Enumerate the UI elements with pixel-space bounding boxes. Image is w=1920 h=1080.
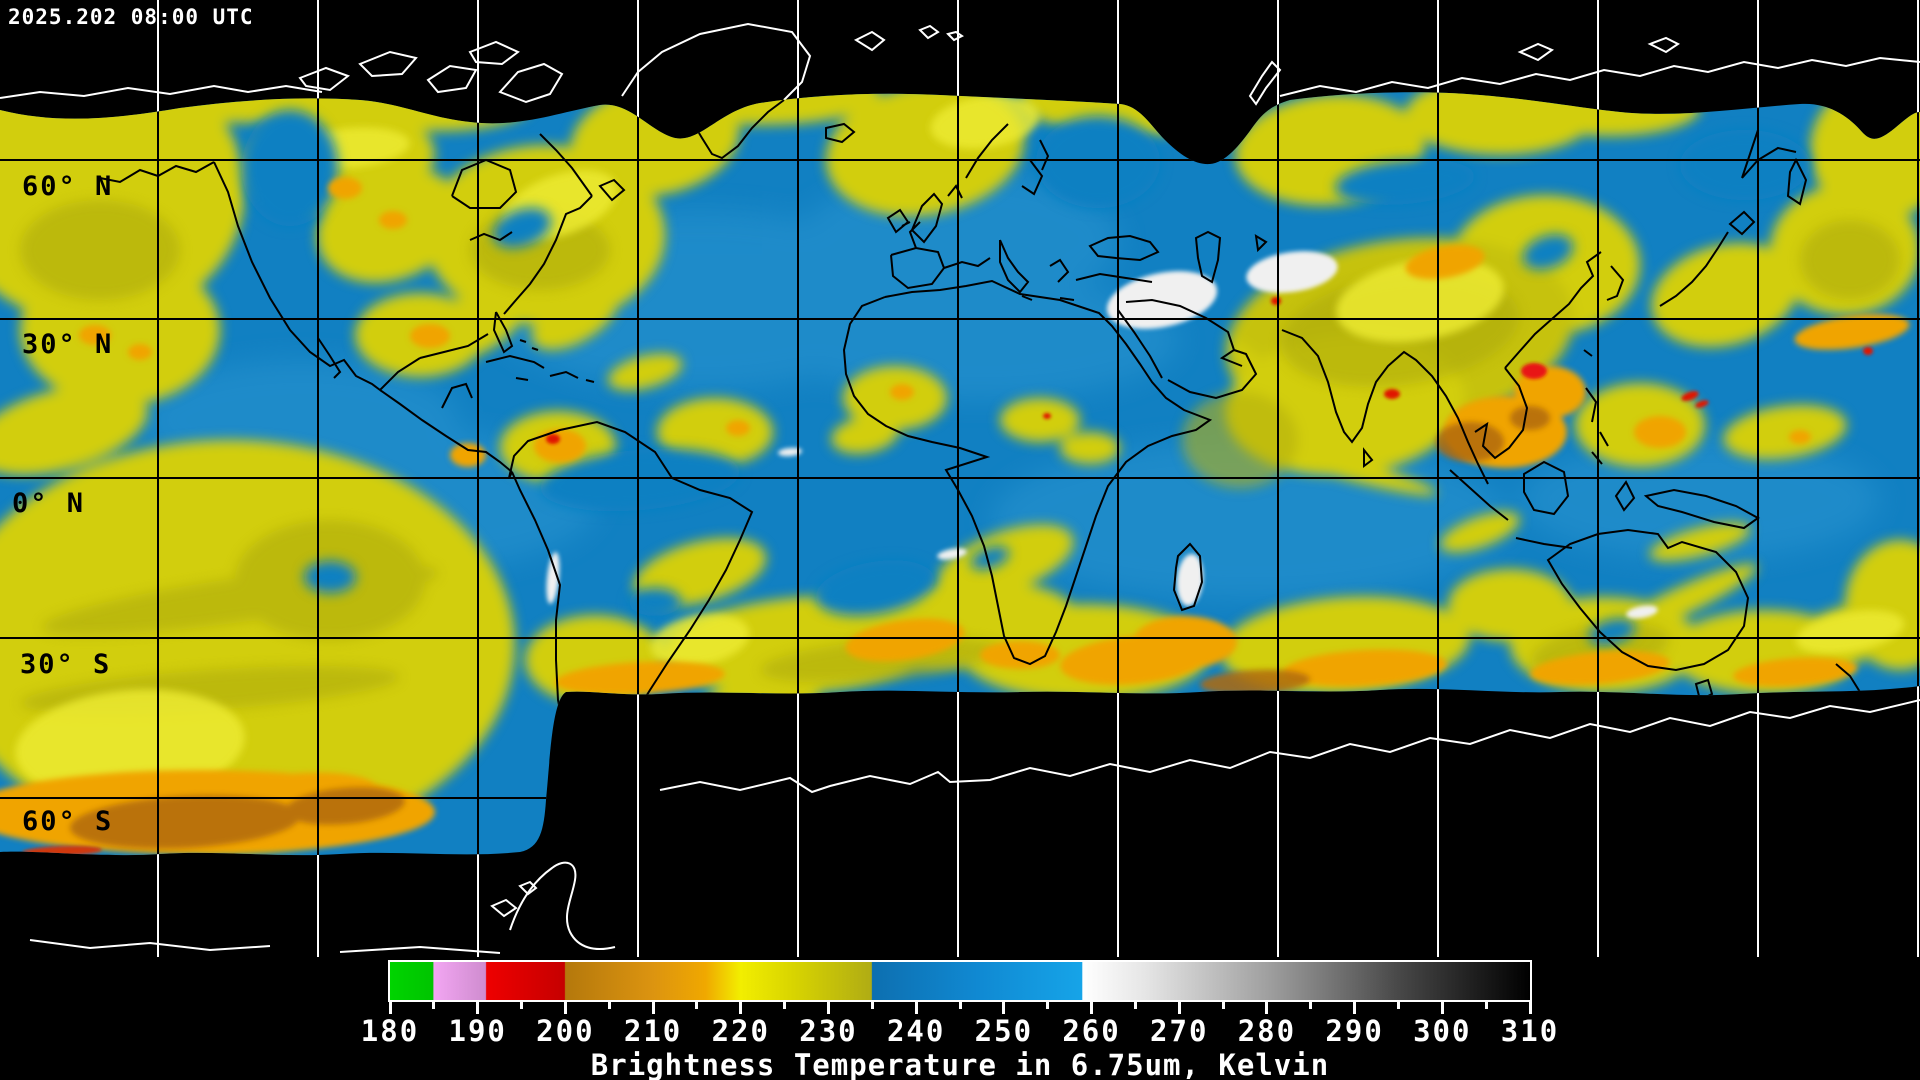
colorbar-minor-tick (1396, 1002, 1400, 1009)
latitude-label: 60° N (22, 171, 113, 202)
colorbar-major-tick (651, 1002, 655, 1014)
maritime-continent-coast (1449, 460, 1760, 549)
europe-coast (886, 123, 1153, 301)
greenland-coast-north (621, 22, 812, 101)
colorbar-major-tick (1265, 1002, 1269, 1014)
north-america-coast (99, 133, 626, 473)
colorbar-minor-tick (783, 1002, 787, 1009)
colorbar-major-tick (1177, 1002, 1181, 1014)
india-south-asia-coast (1281, 329, 1529, 485)
colorbar-minor-tick (1046, 1002, 1050, 1009)
caribbean-islands (485, 339, 595, 383)
colorbar-major-tick (476, 1002, 480, 1014)
colorbar-major-tick (563, 1002, 567, 1014)
colorbar-tick-label: 310 (1500, 1014, 1560, 1048)
colorbar-tick-label: 230 (799, 1014, 858, 1048)
antarctica-main-coast (659, 699, 1920, 794)
svalbard-islands (853, 24, 964, 52)
madagascar-coast (1172, 542, 1204, 612)
polar-coastlines (0, 22, 1920, 954)
colorbar-tick-label: 210 (623, 1014, 683, 1048)
novaya-zemlya (1248, 60, 1282, 106)
colorbar-major-tick (1090, 1002, 1094, 1014)
colorbar-tick-label: 280 (1237, 1014, 1297, 1048)
colorbar-gradient (390, 962, 1530, 1000)
colorbar-minor-tick (1484, 1002, 1488, 1009)
australia-coast (1546, 528, 1750, 702)
latitude-labels: 60° N 30° N 0° N 30° S 60° S (12, 171, 113, 837)
arctic-islands-east (1517, 36, 1680, 62)
colorbar-minor-tick (607, 1002, 611, 1009)
colorbar-tick-label: 190 (448, 1014, 507, 1048)
arabia-coast (1125, 298, 1258, 400)
colorbar-minor-tick (1221, 1002, 1225, 1009)
colorbar-tick-label: 180 (360, 1014, 420, 1048)
cold-cloud-tops-deep-orange (70, 406, 1550, 849)
iceland-coast (825, 122, 856, 144)
antarctica-coast-fragments-left (29, 939, 501, 954)
canadian-arctic-islands (298, 40, 564, 104)
antarctic-islands (490, 880, 538, 918)
colorbar-tick-label: 240 (886, 1014, 946, 1048)
latitude-label: 30° S (20, 649, 111, 680)
antarctic-peninsula-coast (509, 861, 616, 951)
colorbar-major-tick (1440, 1002, 1444, 1014)
warm-dry-surface-white (546, 251, 1658, 619)
latitude-label: 0° N (12, 488, 85, 519)
black-sea-caspian-coast (1088, 230, 1268, 284)
siberian-arctic-coast (1279, 56, 1920, 97)
colorbar-minor-tick (520, 1002, 524, 1009)
latitude-label: 30° N (22, 329, 113, 360)
east-asia-coast (1504, 129, 1808, 369)
colorbar-major-tick (1528, 1002, 1532, 1014)
colorbar-tick-label: 290 (1325, 1014, 1384, 1048)
colorbar-tick-label: 260 (1062, 1014, 1121, 1048)
colorbar (388, 960, 1532, 1002)
colorbar-tick-label: 270 (1150, 1014, 1209, 1048)
colorbar-tick-label: 200 (536, 1014, 595, 1048)
colorbar-minor-tick (695, 1002, 699, 1009)
latitude-label: 60° S (22, 806, 113, 837)
philippines-coast (1583, 349, 1609, 465)
colorbar-minor-tick (870, 1002, 874, 1009)
colorbar-major-tick (1002, 1002, 1006, 1014)
colorbar-title: Brightness Temperature in 6.75um, Kelvin (590, 1048, 1330, 1080)
colorbar-major-tick (388, 1002, 392, 1014)
colorbar-minor-tick (432, 1002, 436, 1009)
colorbar-tick-label: 250 (974, 1014, 1034, 1048)
arctic-coast-alaska-siberia-west (0, 84, 323, 99)
colorbar-minor-tick (1133, 1002, 1137, 1009)
colorbar-minor-tick (1309, 1002, 1313, 1009)
colorbar-major-tick (1353, 1002, 1357, 1014)
colorbar-tick-label: 220 (711, 1014, 770, 1048)
colorbar-tick-label: 300 (1413, 1014, 1472, 1048)
colorbar-major-tick (914, 1002, 918, 1014)
colorbar-major-tick (739, 1002, 743, 1014)
colorbar-minor-tick (958, 1002, 962, 1009)
colorbar-major-tick (826, 1002, 830, 1014)
africa-coast (842, 279, 1213, 666)
timestamp: 2025.202 08:00 UTC (8, 5, 254, 29)
